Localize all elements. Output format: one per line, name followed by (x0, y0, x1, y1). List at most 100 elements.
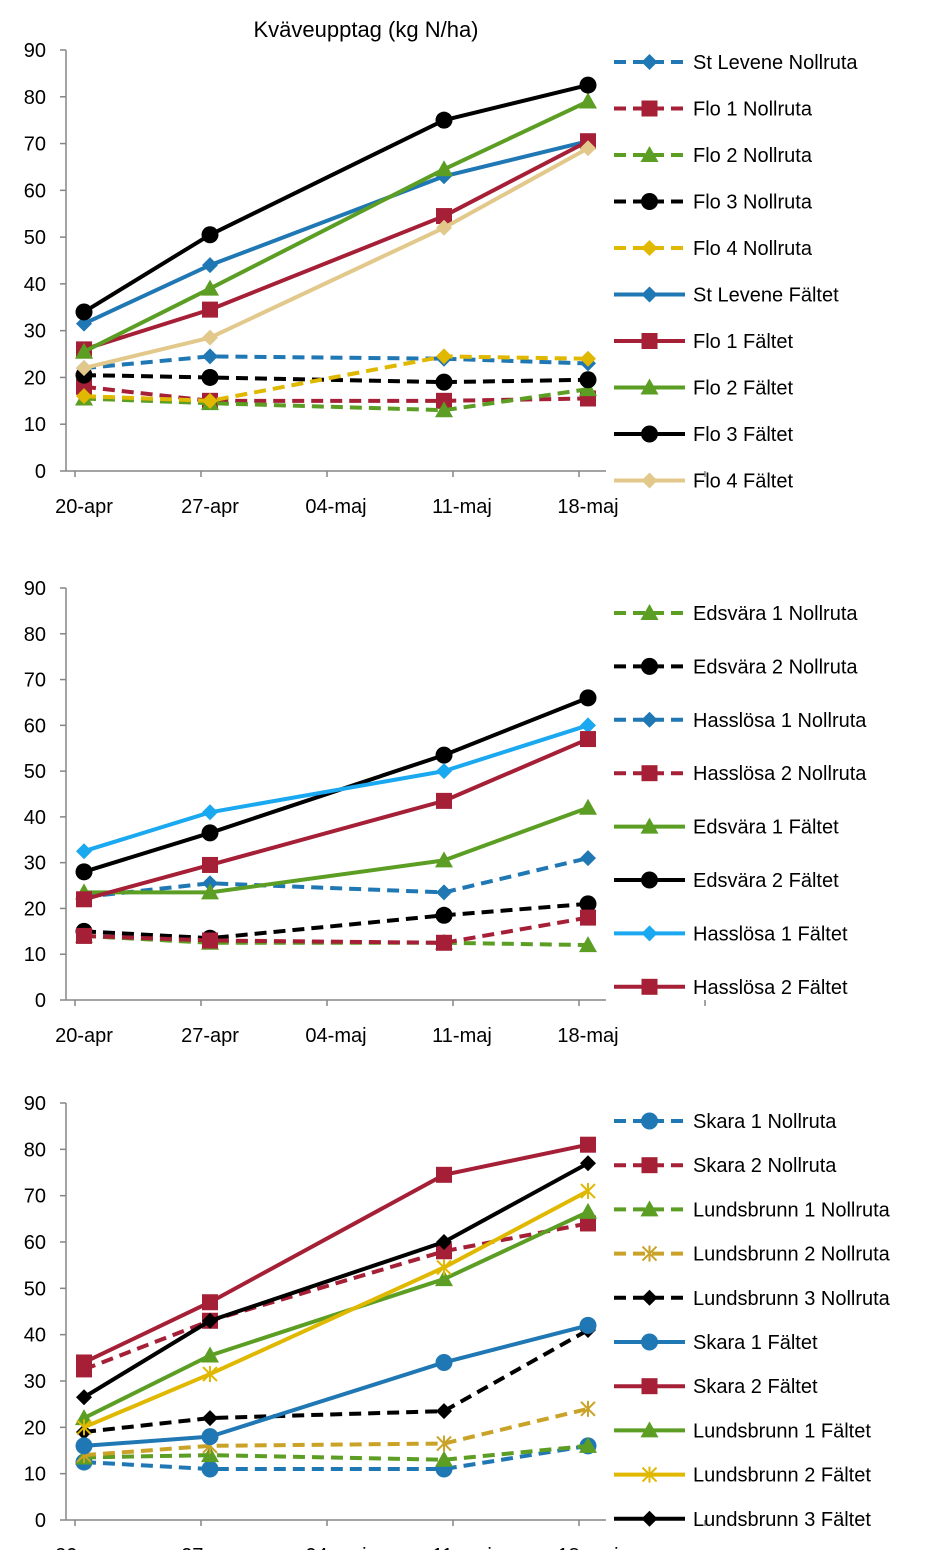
series-line (83, 1328, 589, 1434)
series-flo-3-faltet (75, 76, 597, 321)
data-point (76, 378, 92, 395)
data-point (202, 1410, 218, 1427)
series-line (83, 354, 589, 371)
y-tick-label: 20 (24, 898, 46, 920)
series-flo-2-faltet (75, 92, 597, 359)
series-line (83, 387, 589, 413)
data-point (76, 927, 92, 944)
data-point (436, 884, 452, 901)
series-line (83, 901, 589, 941)
legend-marker (640, 1421, 659, 1438)
legend-label: Hasslösa 2 Nollruta (693, 763, 867, 785)
legend-item: Edsvära 2 Fältet (614, 870, 839, 892)
series-line (82, 1161, 589, 1399)
data-point (76, 1389, 92, 1406)
y-tick-label: 50 (24, 761, 46, 783)
legend-marker (641, 240, 658, 256)
legend-item: Lundsbrunn 3 Nollruta (614, 1288, 891, 1310)
series-lundsbrunn-3-nollruta (76, 1322, 596, 1440)
series-flo-4-faltet (76, 140, 596, 377)
data-point (201, 1346, 219, 1363)
series-hasslosa-2-faltet (76, 731, 596, 908)
series-lundsbrunn-1-faltet (75, 1202, 597, 1426)
legend-label: Lundsbrunn 1 Nollruta (693, 1199, 891, 1221)
data-point (579, 936, 597, 953)
y-tick-label: 10 (24, 1464, 46, 1486)
data-point (202, 257, 218, 274)
y-tick-label: 90 (24, 578, 46, 600)
series-line (83, 723, 589, 854)
series-line (83, 354, 589, 403)
series-skara-1-faltet (75, 1316, 597, 1455)
legend-item: St Levene Fältet (614, 285, 839, 307)
data-point (436, 219, 452, 236)
data-point (435, 160, 453, 177)
data-point (579, 689, 597, 707)
data-point (580, 350, 596, 367)
legend-label: Hasslösa 1 Nollruta (693, 710, 867, 732)
data-point (580, 1136, 596, 1153)
data-point (580, 731, 596, 748)
data-point (580, 140, 596, 157)
data-point (580, 850, 596, 867)
data-point (76, 891, 92, 908)
data-point (435, 906, 453, 924)
data-point (76, 1419, 92, 1436)
legend-marker (641, 286, 658, 303)
y-tick-label: 30 (24, 321, 46, 343)
y-tick-label: 0 (35, 990, 46, 1012)
legend-label: Flo 3 Fältet (693, 424, 793, 446)
x-tick-label: 18-maj (557, 1545, 618, 1550)
legend-item: Skara 2 Nollruta (614, 1155, 837, 1177)
data-point (436, 1243, 452, 1260)
data-point (436, 1435, 452, 1452)
data-point (75, 863, 93, 881)
x-tick-label: 27-apr (181, 1545, 239, 1550)
legend-label: St Levene Nollruta (693, 52, 858, 74)
y-tick-label: 30 (24, 853, 46, 875)
data-point (201, 226, 219, 244)
legend-label: Hasslösa 1 Fältet (693, 923, 848, 945)
y-tick-label: 60 (24, 180, 46, 202)
legend-label: Lundsbrunn 2 Fältet (693, 1465, 871, 1487)
legend-item: Lundsbrunn 2 Fältet (614, 1465, 871, 1487)
legend-item: Edsvära 2 Nollruta (614, 656, 858, 678)
legend-label: Flo 4 Nollruta (693, 238, 813, 260)
legend-label: Skara 2 Fältet (693, 1376, 818, 1398)
x-tick-label: 04-maj (305, 1545, 366, 1550)
legend-item: Lundsbrunn 2 Nollruta (614, 1244, 891, 1266)
legend-item: Lundsbrunn 3 Fältet (614, 1509, 871, 1531)
series-flo-1-faltet (76, 133, 596, 358)
legend-marker (641, 472, 658, 489)
data-point (580, 1215, 596, 1232)
series-edsvara-2-nollruta (75, 895, 597, 947)
x-tick-label: 11-maj (432, 1025, 492, 1047)
legend-item: Edsvära 1 Nollruta (614, 603, 858, 625)
legend-label: Skara 2 Nollruta (693, 1155, 837, 1177)
data-point (201, 1428, 219, 1446)
series-line (83, 146, 589, 371)
legend-label: Edsvära 2 Nollruta (693, 656, 858, 678)
series-line (83, 139, 589, 352)
legend-marker (640, 1200, 659, 1217)
data-point (579, 1436, 597, 1453)
data-point (435, 746, 453, 764)
legend: Edsvära 1 Nollruta Edsvära 2 Nollruta Hass… (614, 603, 867, 999)
series-line (83, 696, 589, 874)
legend-marker (641, 425, 658, 443)
data-point (436, 763, 452, 780)
data-point (579, 76, 597, 94)
y-tick-label: 80 (24, 1139, 46, 1161)
data-point (202, 804, 218, 821)
data-point (436, 1403, 452, 1420)
legend-label: Flo 2 Nollruta (693, 145, 813, 167)
data-point (76, 315, 92, 332)
y-tick-label: 70 (24, 1186, 46, 1208)
data-point (436, 792, 452, 809)
data-point (201, 1460, 219, 1478)
legend-marker (641, 333, 658, 349)
legend-item: Lundsbrunn 1 Fältet (614, 1420, 871, 1442)
legend-marker (640, 604, 659, 620)
x-tick-label: 04-maj (305, 1025, 366, 1047)
legend-item: Flo 3 Fältet (614, 424, 793, 446)
